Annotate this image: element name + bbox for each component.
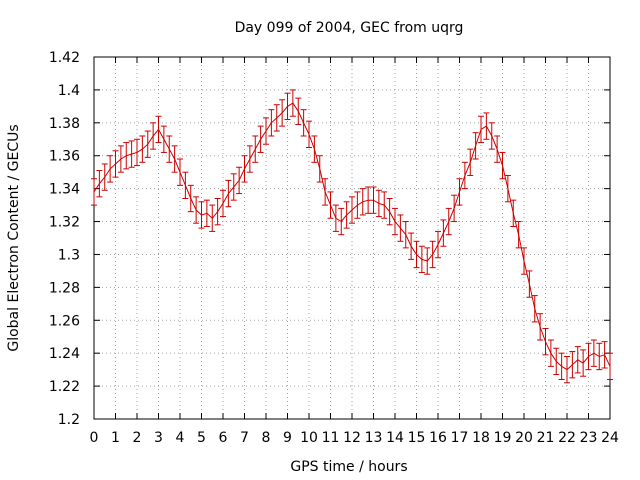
y-tick-label: 1.36	[49, 149, 80, 165]
y-tick-label: 1.3	[58, 247, 80, 263]
y-tick-label: 1.2	[58, 412, 80, 428]
axis-ticks: 0 1 2 3 4 5 6 7 8 9 10 11 12 13 14 15 16 17 18 19 20 21 22 23 24…	[49, 50, 619, 446]
x-tick-label: 13	[365, 430, 383, 446]
x-tick-label: 17	[451, 430, 469, 446]
x-tick-label: 9	[283, 430, 292, 446]
y-tick-label: 1.24	[49, 346, 80, 362]
x-tick-label: 16	[429, 430, 447, 446]
error-bar-point	[91, 178, 97, 206]
y-tick-label: 1.26	[49, 313, 80, 329]
x-tick-label: 7	[240, 430, 249, 446]
x-axis-label: GPS time / hours	[290, 459, 407, 475]
y-tick-label: 1.38	[49, 116, 80, 132]
series-line-gec	[93, 102, 611, 371]
x-tick-label: 23	[580, 430, 598, 446]
y-tick-label: 1.34	[49, 182, 80, 198]
chart-title: Day 099 of 2004, GEC from uqrg	[235, 20, 464, 36]
x-tick-label: 21	[537, 430, 555, 446]
y-tick-label: 1.22	[49, 379, 80, 395]
x-tick-label: 20	[515, 430, 533, 446]
x-tick-label: 5	[197, 430, 206, 446]
x-tick-label: 19	[494, 430, 512, 446]
x-tick-label: 11	[322, 430, 340, 446]
x-tick-label: 0	[90, 430, 99, 446]
x-tick-label: 1	[111, 430, 120, 446]
x-tick-label: 4	[176, 430, 185, 446]
x-tick-label: 14	[386, 430, 404, 446]
x-tick-label: 10	[300, 430, 318, 446]
x-tick-label: 24	[601, 430, 619, 446]
y-axis-label: Global Electron Content / GECUs	[6, 124, 22, 351]
y-tick-label: 1.28	[49, 280, 80, 296]
x-tick-label: 8	[262, 430, 271, 446]
x-tick-label: 15	[408, 430, 426, 446]
y-tick-label: 1.42	[49, 50, 80, 66]
error-bar-point	[607, 352, 613, 381]
y-tick-label: 1.4	[58, 83, 80, 99]
x-tick-label: 3	[154, 430, 163, 446]
y-tick-label: 1.32	[49, 215, 80, 231]
x-tick-label: 22	[558, 430, 576, 446]
x-tick-label: 6	[219, 430, 228, 446]
x-tick-label: 18	[472, 430, 490, 446]
x-tick-label: 12	[343, 430, 361, 446]
x-tick-label: 2	[133, 430, 142, 446]
